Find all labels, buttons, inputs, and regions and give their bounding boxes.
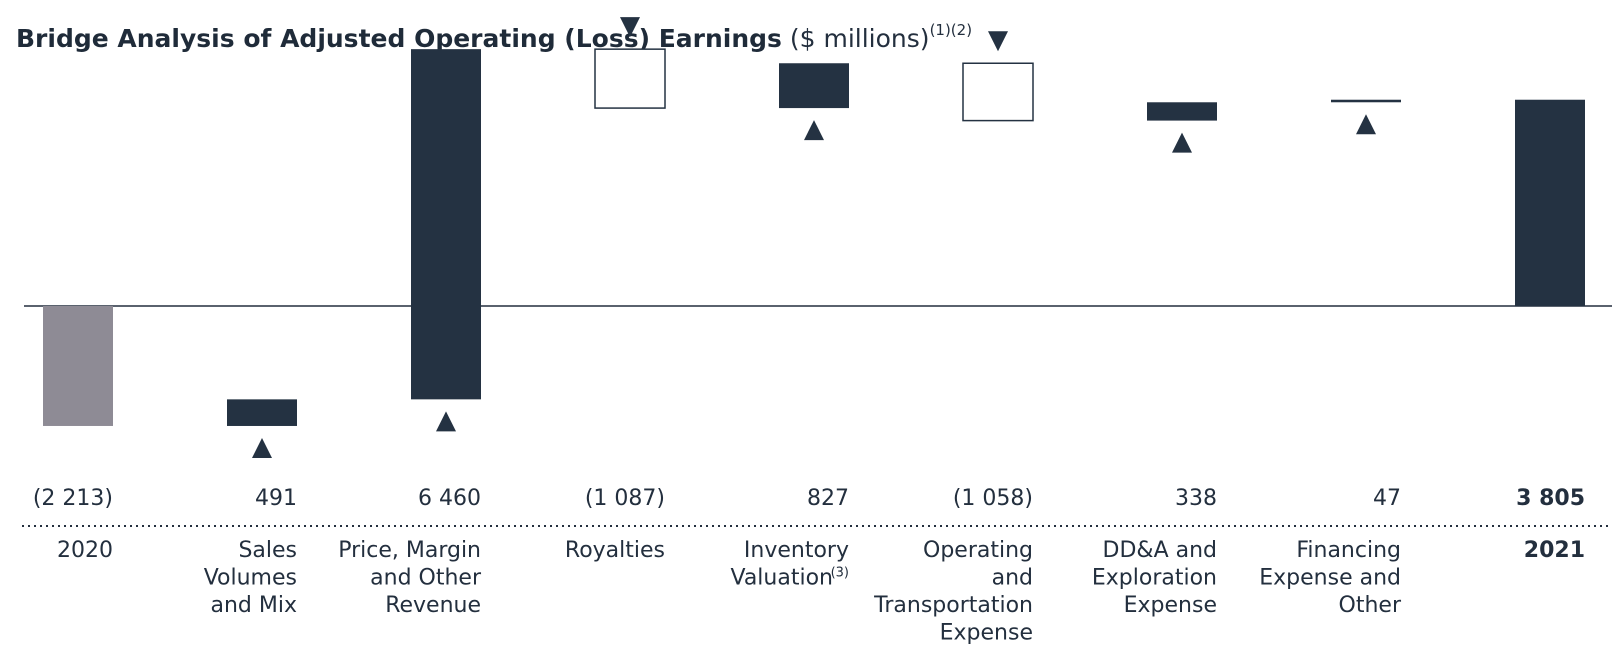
bar-8	[1515, 99, 1585, 307]
increase-arrow-2	[436, 411, 456, 432]
increase-arrow-4	[804, 120, 824, 141]
bar-5	[962, 62, 1034, 122]
category-label-7-line-2: Other	[1339, 593, 1402, 618]
category-label-6-line-2: Expense	[1124, 593, 1217, 618]
category-label-5-line-1: and	[992, 566, 1033, 591]
category-label-8-line-0: 2021	[1524, 538, 1585, 563]
increase-arrow-1	[252, 437, 272, 458]
category-label-4-line-0: Inventory	[744, 538, 849, 563]
value-label-4: 827	[807, 486, 849, 511]
category-label-6-line-1: Exploration	[1092, 566, 1217, 591]
increase-arrow-6	[1172, 132, 1192, 153]
category-label-7-line-1: Expense and	[1259, 566, 1401, 591]
category-label-5-line-0: Operating	[923, 538, 1033, 563]
value-label-6: 338	[1175, 486, 1217, 511]
category-label-2-line-0: Price, Margin	[338, 538, 481, 563]
bar-3	[594, 48, 666, 109]
bar-7	[1331, 99, 1401, 103]
chart-title-main: Bridge Analysis of Adjusted Operating (L…	[16, 24, 782, 53]
value-label-0: (2 213)	[33, 486, 113, 511]
category-label-7-line-0: Financing	[1296, 538, 1401, 563]
category-label-6-line-0: DD&A and	[1103, 538, 1217, 563]
increase-arrow-7	[1356, 114, 1376, 135]
value-label-3: (1 087)	[585, 486, 665, 511]
category-label-0-line-0: 2020	[57, 538, 113, 563]
category-note-4: (3)	[831, 566, 849, 581]
value-label-8: 3 805	[1516, 486, 1585, 511]
chart-title-unit: ($ millions)	[789, 24, 930, 53]
bar-1	[227, 399, 297, 426]
chart-title: Bridge Analysis of Adjusted Operating (L…	[16, 12, 972, 57]
decrease-arrow-5	[988, 31, 1008, 52]
bar-4	[779, 63, 849, 109]
bar-0	[43, 306, 113, 426]
value-label-2: 6 460	[418, 486, 481, 511]
value-label-7: 47	[1373, 486, 1401, 511]
bar-6	[1147, 102, 1217, 121]
category-label-2-line-1: and Other	[370, 566, 482, 591]
category-label-5-line-2: Transportation	[873, 593, 1033, 618]
decrease-arrow-3	[620, 17, 640, 38]
category-label-3-line-0: Royalties	[565, 538, 665, 563]
category-label-1-line-0: Sales	[238, 538, 297, 563]
value-label-5: (1 058)	[953, 486, 1033, 511]
category-label-2-line-2: Revenue	[385, 593, 481, 618]
category-label-5-line-3: Expense	[940, 621, 1033, 646]
category-label-4-line-1: Valuation	[730, 566, 833, 591]
value-label-1: 491	[255, 486, 297, 511]
bar-2	[411, 49, 481, 400]
category-label-1-line-1: Volumes	[204, 566, 297, 591]
category-label-1-line-2: and Mix	[211, 593, 298, 618]
chart-title-notes: (1)(2)	[929, 21, 973, 39]
